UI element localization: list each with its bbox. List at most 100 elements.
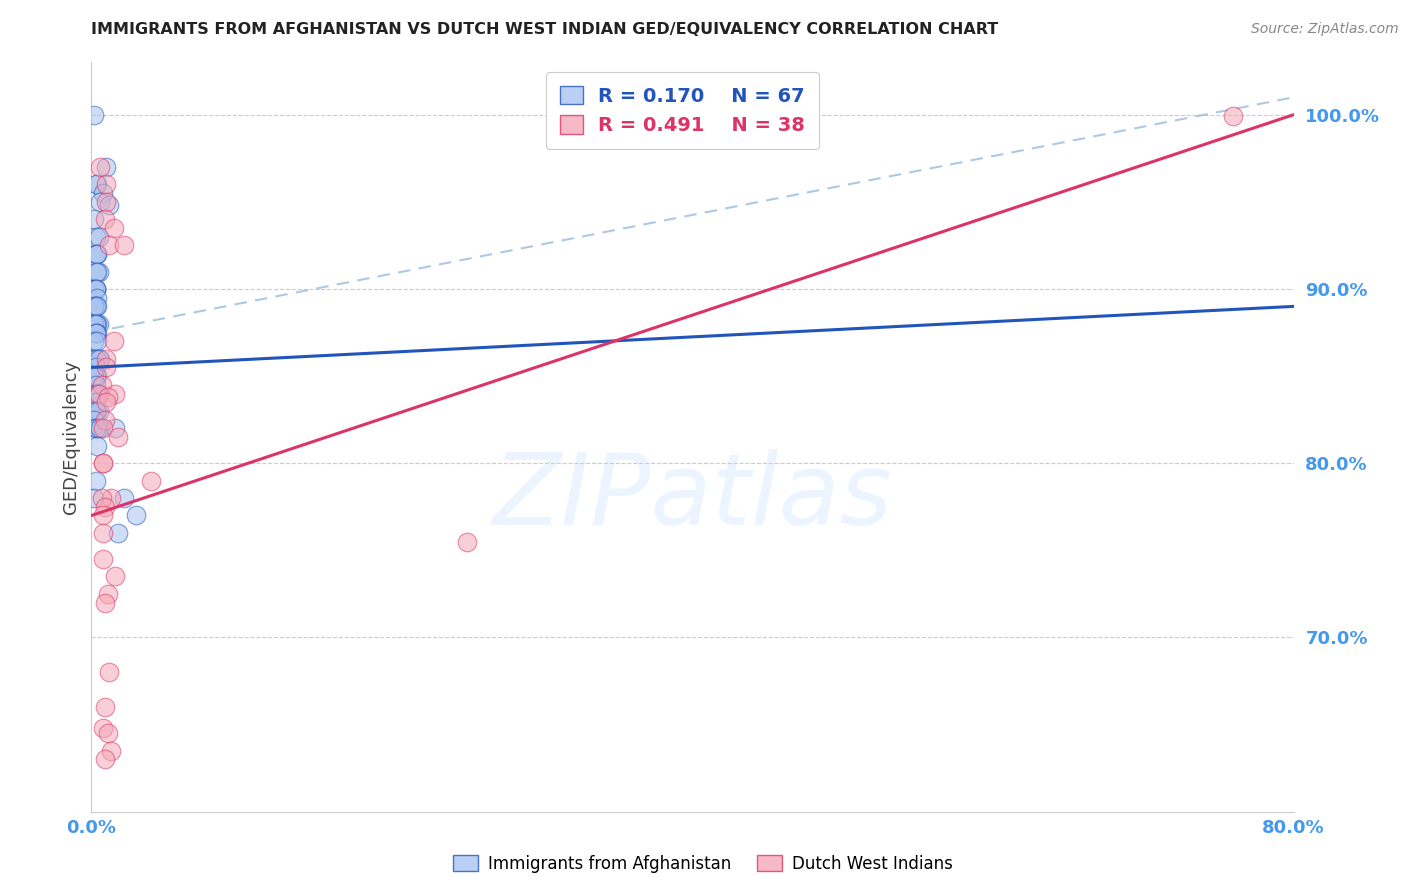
Point [114, 491, 136, 505]
Point [114, 238, 136, 252]
Point [84, 282, 107, 296]
Point [86, 386, 108, 401]
Point [86, 386, 108, 401]
Point [93, 421, 115, 435]
Text: ZIPatlas: ZIPatlas [492, 449, 893, 546]
Text: IMMIGRANTS FROM AFGHANISTAN VS DUTCH WEST INDIAN GED/EQUIVALENCY CORRELATION CHA: IMMIGRANTS FROM AFGHANISTAN VS DUTCH WES… [91, 22, 998, 37]
Text: Source: ZipAtlas.com: Source: ZipAtlas.com [1251, 22, 1399, 37]
Point [87, 229, 110, 244]
Point [84, 299, 107, 313]
Point [87, 351, 110, 366]
Point [83, 491, 105, 505]
Point [83, 108, 105, 122]
Point [83, 282, 105, 296]
Point [89, 194, 111, 209]
Point [86, 334, 108, 349]
Point [87, 386, 110, 401]
Point [86, 299, 108, 313]
Point [96, 395, 118, 409]
Point [84, 317, 107, 331]
Point [83, 317, 105, 331]
Point [86, 326, 108, 340]
Point [94, 596, 117, 610]
Point [83, 386, 105, 401]
Point [94, 500, 117, 514]
Point [93, 552, 115, 566]
Point [100, 491, 122, 505]
Point [96, 194, 118, 209]
Point [98, 238, 121, 252]
Point [103, 221, 125, 235]
Point [87, 421, 110, 435]
Point [86, 247, 108, 261]
Point [84, 369, 107, 384]
Point [84, 421, 107, 435]
Point [93, 508, 115, 523]
Point [83, 299, 105, 313]
Point [84, 229, 107, 244]
Point [96, 360, 118, 375]
Point [84, 264, 107, 278]
Point [83, 351, 105, 366]
Point [84, 351, 107, 366]
Point [84, 326, 107, 340]
Point [100, 744, 122, 758]
Point [107, 525, 129, 540]
Point [86, 291, 108, 305]
Point [94, 752, 117, 766]
Point [98, 665, 121, 680]
Legend: R = 0.170    N = 67, R = 0.491    N = 38: R = 0.170 N = 67, R = 0.491 N = 38 [546, 72, 818, 149]
Point [84, 247, 107, 261]
Point [84, 377, 107, 392]
Point [83, 369, 105, 384]
Point [93, 456, 115, 470]
Point [90, 377, 112, 392]
Legend: Immigrants from Afghanistan, Dutch West Indians: Immigrants from Afghanistan, Dutch West … [447, 848, 959, 880]
Point [83, 334, 105, 349]
Point [86, 178, 108, 192]
Point [141, 474, 163, 488]
Point [1222, 110, 1244, 124]
Point [104, 569, 127, 583]
Point [87, 264, 110, 278]
Point [84, 282, 107, 296]
Point [84, 395, 107, 409]
Point [86, 421, 108, 435]
Point [107, 430, 129, 444]
Point [87, 386, 110, 401]
Point [98, 198, 121, 212]
Point [84, 326, 107, 340]
Point [86, 247, 108, 261]
Point [94, 212, 117, 227]
Point [84, 474, 107, 488]
Point [84, 404, 107, 418]
Point [87, 317, 110, 331]
Point [93, 525, 115, 540]
Point [94, 700, 117, 714]
Point [84, 421, 107, 435]
Point [84, 360, 107, 375]
Point [94, 412, 117, 426]
Point [84, 299, 107, 313]
Point [84, 317, 107, 331]
Point [93, 186, 115, 201]
Point [96, 178, 118, 192]
Point [96, 351, 118, 366]
Point [104, 421, 127, 435]
Y-axis label: GED/Equivalency: GED/Equivalency [62, 360, 80, 514]
Point [86, 264, 108, 278]
Point [86, 317, 108, 331]
Point [84, 351, 107, 366]
Point [93, 721, 115, 735]
Point [125, 508, 148, 523]
Point [87, 404, 110, 418]
Point [93, 456, 115, 470]
Point [97, 390, 120, 404]
Point [84, 282, 107, 296]
Point [104, 386, 127, 401]
Point [89, 351, 111, 366]
Point [83, 412, 105, 426]
Point [84, 178, 107, 192]
Point [86, 404, 108, 418]
Point [89, 160, 111, 174]
